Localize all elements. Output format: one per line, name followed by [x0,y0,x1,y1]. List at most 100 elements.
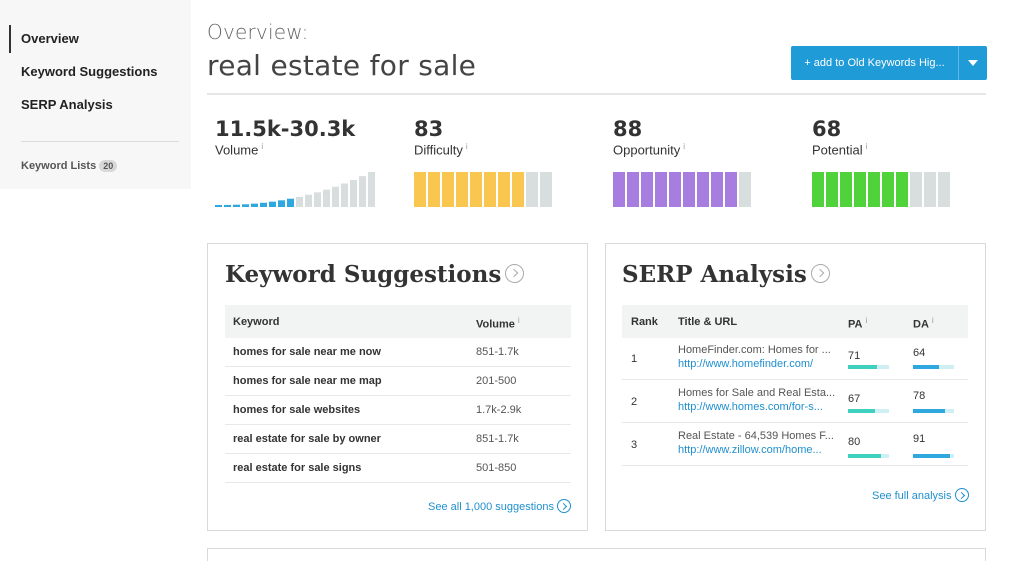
metric-difficulty-label: Difficulty [414,142,463,158]
chevron-right-circle-icon [556,499,571,513]
table-row[interactable]: real estate for sale signs 501-850 [225,454,571,483]
keyword-lists-label: Keyword Lists [21,160,97,172]
meter-segment [470,172,482,207]
see-full-analysis-link[interactable]: See full analysis [872,488,969,503]
meter-segment [442,172,454,207]
meter-segment [826,172,838,207]
sidebar-item-keyword-suggestions[interactable]: Keyword Suggestions [21,64,158,79]
volume-bar [296,196,303,207]
volume-bar [332,186,339,207]
result-url-link[interactable]: http://www.zillow.com/home... [678,444,822,456]
pa-bar-fill [848,454,881,458]
meter-segment [711,172,723,207]
col-da: DA i [913,316,934,331]
add-to-list-button[interactable]: + add to Old Keywords Hig... [791,46,958,80]
meter-segment [641,172,653,207]
volume-cell: 201-500 [476,375,517,387]
volume-bar [251,203,258,207]
page-title: real estate for sale [207,49,477,82]
chevron-right-circle-icon[interactable] [505,263,525,283]
meter-segment [526,172,538,207]
result-url-link[interactable]: http://www.homefinder.com/ [678,358,814,370]
metric-potential-value: 68 [812,117,842,141]
col-da-label: DA [913,318,929,331]
meter-segment [854,172,866,207]
meter-segment [924,172,936,207]
meter-segment [669,172,681,207]
metric-volume: 11.5k-30.3k Volume i [215,117,395,157]
info-icon[interactable]: i [931,316,934,325]
page-subtitle: Overview: [207,20,309,44]
serp-analysis-card [605,243,986,531]
col-volume: Volume i [476,316,520,331]
pa-value: 80 [848,436,861,448]
info-icon[interactable]: i [865,316,868,325]
see-full-analysis-label: See full analysis [872,489,952,502]
info-icon[interactable]: i [261,142,264,151]
meter-segment [896,172,908,207]
opportunity-bar-meter [613,172,753,207]
volume-bar [287,198,294,207]
keyword-cell[interactable]: homes for sale near me map [233,375,382,387]
volume-cell: 1.7k-2.9k [476,404,522,416]
metric-potential: 68 Potential i [812,117,992,157]
meter-segment [840,172,852,207]
volume-bar [242,204,249,207]
pa-bar-fill [848,409,876,413]
keyword-cell[interactable]: real estate for sale signs [233,462,362,474]
metric-opportunity-value: 88 [613,117,643,141]
keyword-suggestions-title[interactable]: Keyword Suggestions [225,261,525,288]
volume-bar [233,204,240,207]
meter-segment [498,172,510,207]
sidebar-item-overview[interactable]: Overview [9,25,79,53]
meter-segment [428,172,440,207]
col-volume-label: Volume [476,318,515,331]
info-icon[interactable]: i [865,142,868,151]
keyword-suggestions-table-header: Keyword Volume i [225,305,571,338]
chevron-right-circle-icon[interactable] [810,263,830,283]
sidebar-item-keyword-lists[interactable]: Keyword Lists 20 [21,160,118,172]
keyword-cell[interactable]: real estate for sale by owner [233,433,381,445]
volume-bar [260,202,267,207]
volume-cell: 851-1.7k [476,346,519,358]
info-icon[interactable]: i [517,316,520,325]
metric-volume-label: Volume [215,142,259,158]
da-value: 91 [913,433,926,445]
info-icon[interactable]: i [683,142,685,151]
pa-value: 71 [848,350,861,362]
meter-segment [938,172,950,207]
keyword-cell[interactable]: homes for sale near me now [233,346,381,358]
see-all-suggestions-link[interactable]: See all 1,000 suggestions [428,499,571,514]
sidebar: Overview Keyword Suggestions SERP Analys… [0,0,191,189]
volume-cell: 851-1.7k [476,433,519,445]
result-url-link[interactable]: http://www.homes.com/for-s... [678,401,823,413]
volume-bar [350,179,357,207]
keyword-cell[interactable]: homes for sale websites [233,404,361,416]
volume-bar [305,194,312,207]
table-row[interactable]: homes for sale websites 1.7k-2.9k [225,396,571,425]
metric-opportunity: 88 Opportunity i [613,117,793,157]
difficulty-bar-meter [414,172,554,207]
info-icon[interactable]: i [465,142,468,151]
metric-potential-label: Potential [812,142,863,158]
meter-segment [739,172,751,207]
table-row[interactable]: real estate for sale by owner 851-1.7k [225,425,571,454]
meter-segment [812,172,824,207]
volume-cell: 501-850 [476,462,517,474]
meter-segment [882,172,894,207]
metric-difficulty-value: 83 [414,117,444,141]
da-bar-fill [913,454,951,458]
add-to-list-dropdown-caret[interactable] [958,46,987,80]
next-section-card [207,548,986,561]
serp-analysis-title-text: SERP Analysis [622,261,807,288]
result-title: Real Estate - 64,539 Homes F... [678,430,834,442]
sidebar-item-serp-analysis[interactable]: SERP Analysis [21,97,113,112]
serp-analysis-title[interactable]: SERP Analysis [622,261,830,288]
col-pa: PA i [848,316,867,331]
volume-bar [215,205,222,207]
da-value: 78 [913,390,926,402]
table-row[interactable]: homes for sale near me now 851-1.7k [225,338,571,367]
table-row[interactable]: homes for sale near me map 201-500 [225,367,571,396]
header-divider [207,93,986,95]
meter-segment [627,172,639,207]
